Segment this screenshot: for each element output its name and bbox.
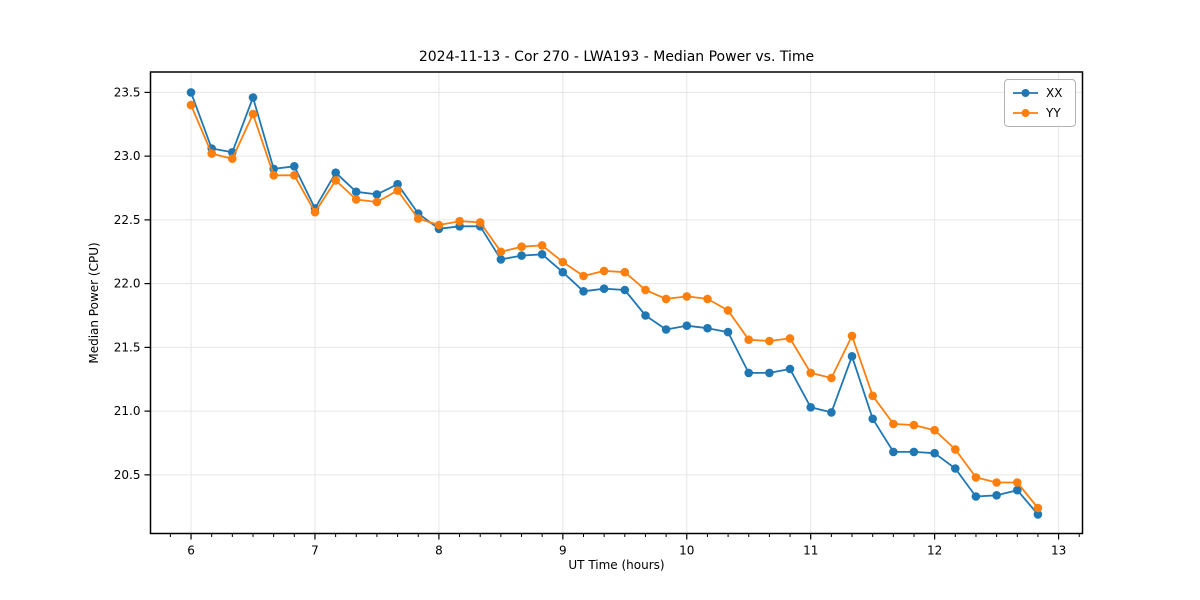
y-tick-label: 21.5 xyxy=(114,340,141,354)
x-tick-label: 11 xyxy=(803,544,818,558)
legend: XX YY xyxy=(1004,79,1076,127)
y-tick-label: 23.0 xyxy=(114,149,141,163)
y-tick-label: 22.5 xyxy=(114,213,141,227)
chart-title: 2024-11-13 - Cor 270 - LWA193 - Median P… xyxy=(418,49,815,65)
legend-item-xx: XX xyxy=(1012,85,1069,101)
y-tick-label: 20.5 xyxy=(114,468,141,482)
legend-line-xx-icon xyxy=(1013,89,1038,97)
tick-labels: 6 7 8 9 10 11 12 13 20.5 21.0 21.5 22.0 22.5 23.0 23.5 xyxy=(114,85,1066,557)
series-markers-yy xyxy=(186,100,1043,513)
x-tick-label: 13 xyxy=(1051,544,1066,558)
x-tick-label: 8 xyxy=(435,544,443,558)
ticks xyxy=(144,91,1080,540)
series-markers-xx xyxy=(186,88,1043,519)
legend-label-yy: YY xyxy=(1046,106,1061,120)
y-tick-label: 22.0 xyxy=(114,277,141,291)
x-tick-label: 7 xyxy=(311,544,319,558)
gridlines xyxy=(150,72,1083,534)
y-tick-label: 23.5 xyxy=(114,85,141,99)
legend-item-yy: YY xyxy=(1012,105,1069,121)
legend-line-yy-icon xyxy=(1013,109,1038,117)
x-tick-label: 6 xyxy=(187,544,195,558)
x-tick-label: 10 xyxy=(679,544,694,558)
x-tick-label: 9 xyxy=(559,544,567,558)
x-axis-label: UT Time (hours) xyxy=(568,558,665,572)
y-axis-label: Median Power (CPU) xyxy=(87,242,101,364)
legend-label-xx: XX xyxy=(1046,86,1063,100)
x-tick-label: 12 xyxy=(927,544,942,558)
y-tick-label: 21.0 xyxy=(114,404,141,418)
plot-border xyxy=(149,71,1084,535)
series-line-yy xyxy=(190,104,1039,509)
